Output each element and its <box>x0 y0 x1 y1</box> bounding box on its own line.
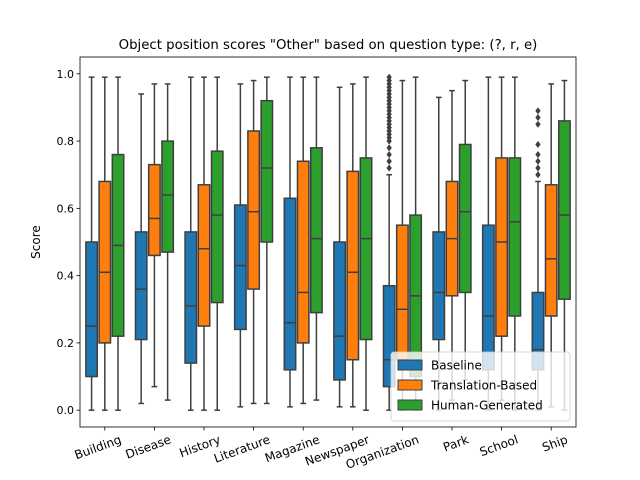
box-human-generated-magazine <box>309 76 323 401</box>
iqr-box <box>346 170 360 361</box>
outlier-point <box>386 150 392 159</box>
outlier-point <box>535 140 541 149</box>
iqr-box <box>333 241 347 381</box>
chart-title: Object position scores "Other" based on … <box>119 38 538 53</box>
box-human-generated-newspaper <box>359 76 373 411</box>
outlier-point <box>386 157 392 165</box>
y-tick-label: 1.0 <box>57 68 75 81</box>
y-tick-label: 0.0 <box>57 404 75 417</box>
x-tick-label: Disease <box>124 432 173 461</box>
legend-swatch <box>397 359 423 371</box>
outlier-point <box>386 73 392 81</box>
iqr-box <box>495 157 509 337</box>
box-baseline-literature <box>233 83 247 408</box>
box-translation-based-newspaper <box>346 83 360 408</box>
iqr-box <box>544 184 558 317</box>
iqr-box <box>161 140 175 253</box>
outlier-point <box>535 120 541 128</box>
box-human-generated-disease <box>161 83 175 401</box>
iqr-box <box>296 160 310 344</box>
iqr-box <box>359 157 373 341</box>
outlier-point <box>535 113 541 122</box>
x-axis: Building Disease HistoryLiteratureMagazine… <box>73 427 570 472</box>
box-translation-based-literature <box>247 79 261 405</box>
iqr-box <box>382 284 396 388</box>
x-tick-label: School <box>478 432 520 459</box>
box-baseline-organization <box>382 73 396 411</box>
box-baseline-newspaper <box>333 86 347 408</box>
box-translation-based-magazine <box>296 76 310 405</box>
iqr-box <box>481 224 495 371</box>
legend-swatch <box>397 399 423 411</box>
box-human-generated-history <box>210 76 224 411</box>
outlier-point <box>386 144 392 152</box>
x-tick-label: Park <box>441 432 470 454</box>
iqr-box <box>184 231 198 364</box>
legend-swatch <box>397 379 423 391</box>
iqr-box <box>98 180 112 344</box>
legend-frame <box>390 351 571 422</box>
box-translation-based-building <box>98 76 112 411</box>
iqr-box <box>395 224 409 361</box>
iqr-box <box>557 120 571 300</box>
legend-label: Translation-Based <box>430 379 537 393</box>
box-baseline-disease <box>134 93 148 405</box>
iqr-box <box>210 150 224 304</box>
x-tick-label: Building <box>73 432 124 462</box>
iqr-box <box>247 130 261 290</box>
y-axis-label: Score <box>29 225 43 259</box>
iqr-box <box>85 241 99 378</box>
x-tick-label: Literature <box>212 432 272 465</box>
box-baseline-magazine <box>283 76 297 408</box>
outlier-point <box>535 150 541 159</box>
legend-label: Human-Generated <box>431 399 543 413</box>
iqr-box <box>197 184 211 327</box>
box-human-generated-literature <box>260 76 274 405</box>
iqr-box <box>508 157 522 317</box>
outlier-point <box>535 107 541 115</box>
iqr-box <box>309 147 323 314</box>
y-tick-label: 0.4 <box>57 270 75 283</box>
box-translation-based-history <box>197 76 211 411</box>
iqr-box <box>147 163 161 257</box>
box-baseline-building <box>85 76 99 411</box>
y-tick-label: 0.8 <box>57 135 75 148</box>
outlier-point <box>386 164 392 172</box>
iqr-box <box>283 197 297 371</box>
outlier-point <box>535 157 541 165</box>
box-baseline-history <box>184 76 198 411</box>
legend-label: Baseline <box>431 359 482 373</box>
iqr-box <box>458 143 472 294</box>
iqr-box <box>134 231 148 341</box>
axes-frame <box>79 56 577 428</box>
iqr-box <box>432 231 446 341</box>
iqr-box <box>260 99 274 243</box>
x-tick-label: Ship <box>540 432 569 454</box>
y-tick-label: 0.2 <box>57 337 75 350</box>
y-axis: 0.0 0.2 0.4 0.6 0.8 1.0 <box>57 68 80 417</box>
box-translation-based-disease <box>147 83 161 388</box>
outlier-point <box>535 164 541 172</box>
box-human-generated-park <box>458 79 472 381</box>
box-human-generated-building <box>111 76 125 411</box>
outlier-point <box>535 171 541 179</box>
iqr-box <box>233 204 247 331</box>
y-tick-label: 0.6 <box>57 202 75 215</box>
legend: Baseline Translation-Based Human-Generated <box>390 351 571 422</box>
